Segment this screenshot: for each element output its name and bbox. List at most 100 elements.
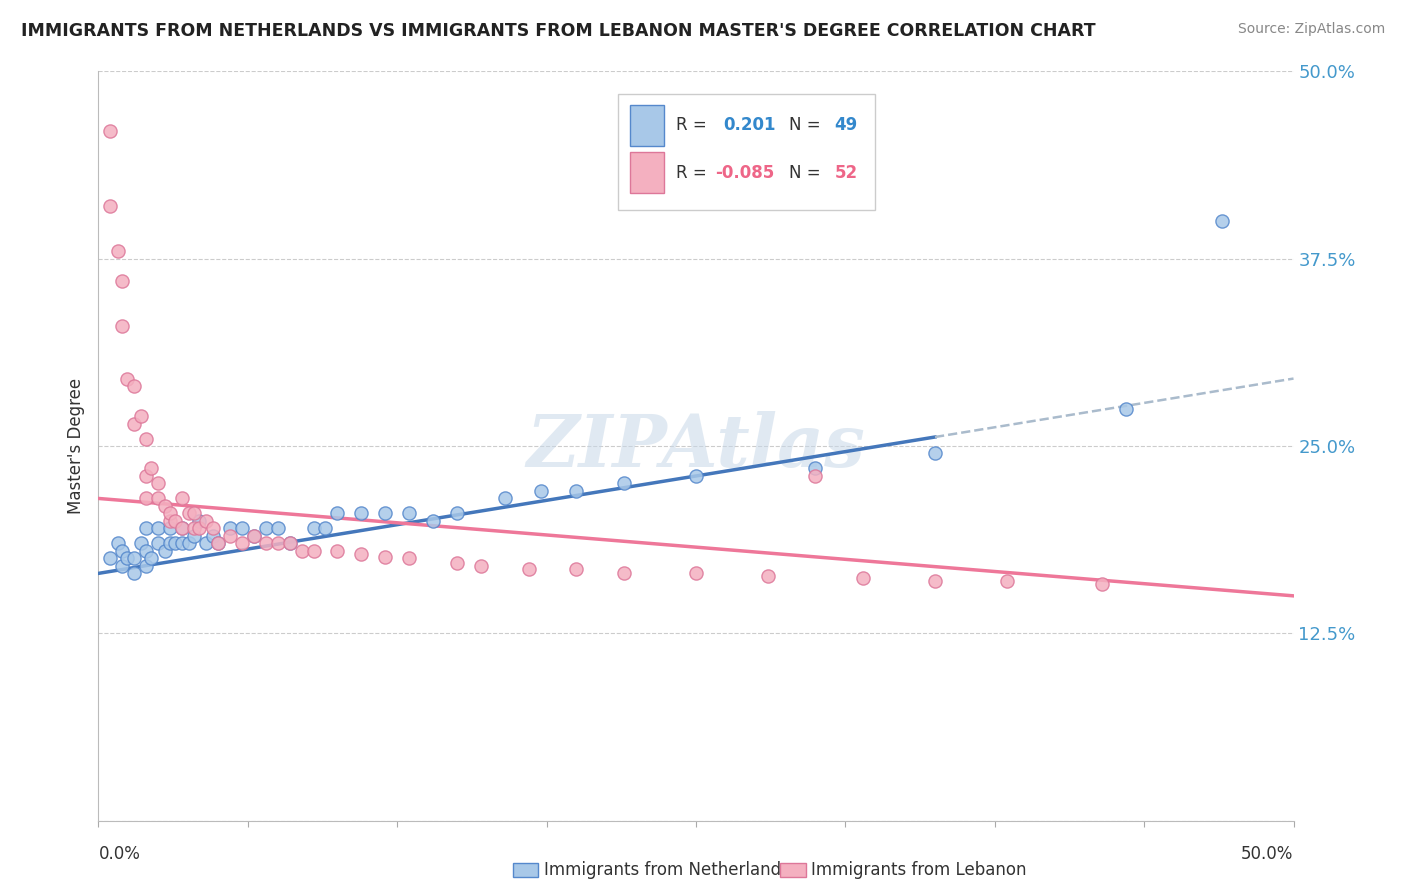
- Text: 50.0%: 50.0%: [1241, 845, 1294, 863]
- Point: [135, 432, 157, 446]
- Point: [422, 514, 444, 528]
- Text: -0.085: -0.085: [716, 163, 775, 181]
- Point: [470, 558, 492, 573]
- Point: [374, 507, 396, 521]
- Point: [995, 574, 1018, 588]
- Point: [446, 556, 468, 570]
- Point: [183, 521, 205, 535]
- Point: [148, 476, 170, 491]
- Point: [350, 507, 373, 521]
- FancyBboxPatch shape: [619, 94, 876, 210]
- Text: IMMIGRANTS FROM NETHERLANDS VS IMMIGRANTS FROM LEBANON MASTER'S DEGREE CORRELATI: IMMIGRANTS FROM NETHERLANDS VS IMMIGRANT…: [21, 22, 1095, 40]
- Point: [159, 521, 181, 535]
- Point: [183, 507, 205, 521]
- Point: [135, 469, 157, 483]
- Point: [291, 544, 314, 558]
- Point: [398, 507, 420, 521]
- Point: [302, 521, 325, 535]
- Point: [124, 417, 146, 431]
- Point: [374, 549, 396, 564]
- Point: [278, 536, 301, 550]
- Point: [135, 491, 157, 506]
- Text: N =: N =: [789, 116, 827, 135]
- Point: [131, 536, 153, 550]
- Point: [111, 558, 134, 573]
- Point: [350, 547, 373, 561]
- Text: Source: ZipAtlas.com: Source: ZipAtlas.com: [1237, 22, 1385, 37]
- Text: R =: R =: [676, 163, 711, 181]
- Text: R =: R =: [676, 116, 711, 135]
- Point: [98, 551, 122, 566]
- Point: [267, 536, 290, 550]
- Point: [187, 514, 209, 528]
- Point: [207, 536, 229, 550]
- Point: [202, 529, 225, 543]
- Point: [148, 491, 170, 506]
- Text: N =: N =: [789, 163, 827, 181]
- Point: [613, 566, 636, 581]
- Point: [207, 536, 229, 550]
- Point: [124, 551, 146, 566]
- Point: [326, 544, 349, 558]
- Point: [195, 536, 218, 550]
- FancyBboxPatch shape: [630, 104, 664, 146]
- Point: [115, 371, 138, 385]
- Point: [195, 514, 218, 528]
- Text: ZIPAtlas: ZIPAtlas: [527, 410, 865, 482]
- Point: [107, 244, 129, 259]
- Point: [159, 507, 181, 521]
- Point: [565, 562, 588, 576]
- Point: [219, 529, 242, 543]
- Point: [924, 574, 946, 588]
- Point: [530, 483, 553, 498]
- Point: [172, 521, 194, 535]
- Point: [179, 536, 201, 550]
- Point: [924, 446, 946, 460]
- Point: [446, 507, 468, 521]
- Point: [98, 124, 122, 138]
- Point: [254, 536, 277, 550]
- Point: [139, 551, 162, 566]
- Point: [111, 274, 134, 288]
- Point: [148, 536, 170, 550]
- Point: [685, 566, 707, 581]
- Point: [107, 536, 129, 550]
- Point: [278, 536, 301, 550]
- Point: [267, 521, 290, 535]
- Point: [159, 514, 181, 528]
- Point: [155, 499, 177, 513]
- Point: [163, 536, 186, 550]
- Point: [131, 409, 153, 423]
- Point: [187, 521, 209, 535]
- Point: [565, 483, 588, 498]
- Point: [1115, 401, 1137, 416]
- Point: [135, 558, 157, 573]
- Point: [135, 521, 157, 535]
- Text: Immigrants from Lebanon: Immigrants from Lebanon: [811, 861, 1026, 879]
- Text: 0.201: 0.201: [724, 116, 776, 135]
- Point: [172, 491, 194, 506]
- Point: [1091, 577, 1114, 591]
- Point: [852, 571, 875, 585]
- Point: [804, 469, 827, 483]
- Point: [326, 507, 349, 521]
- Y-axis label: Master's Degree: Master's Degree: [66, 378, 84, 514]
- Point: [231, 536, 253, 550]
- Point: [163, 514, 186, 528]
- Text: Immigrants from Netherlands: Immigrants from Netherlands: [544, 861, 790, 879]
- Point: [517, 562, 540, 576]
- Point: [179, 507, 201, 521]
- Point: [111, 544, 134, 558]
- Point: [219, 521, 242, 535]
- Point: [1211, 214, 1233, 228]
- Point: [155, 544, 177, 558]
- Point: [804, 461, 827, 475]
- Text: 52: 52: [835, 163, 858, 181]
- Point: [231, 521, 253, 535]
- Point: [111, 319, 134, 334]
- Point: [124, 379, 146, 393]
- Point: [124, 566, 146, 581]
- Point: [685, 469, 707, 483]
- Point: [148, 521, 170, 535]
- Point: [398, 551, 420, 566]
